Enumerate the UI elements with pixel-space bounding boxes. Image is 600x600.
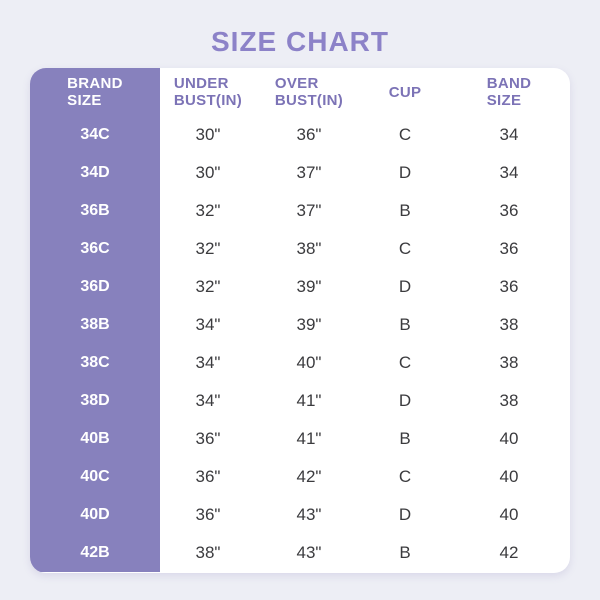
band-size-cell: 38: [499, 353, 519, 372]
cup-cell: C: [398, 125, 412, 144]
brand-size-cell: 34C: [30, 116, 160, 154]
band-size-cell: 38: [499, 391, 519, 410]
brand-size-cell: 38C: [30, 344, 160, 382]
header-over-bust-label: OVER BUST(IN): [274, 75, 344, 109]
header-under-bust-label: UNDER BUST(IN): [173, 75, 243, 109]
page-title: SIZE CHART: [211, 26, 389, 57]
under-bust-cell: 36": [195, 429, 221, 448]
over-bust-cell: 39": [296, 315, 322, 334]
band-size-cell: 38: [499, 315, 519, 334]
band-size-cell: 42: [499, 543, 519, 562]
header-brand-size-label: BRAND SIZE: [67, 75, 123, 109]
over-bust-cell: 41": [296, 429, 322, 448]
under-bust-cell: 32": [195, 277, 221, 296]
cup-cell: D: [398, 391, 412, 410]
band-size-cell: 34: [499, 125, 519, 144]
under-bust-cell: 36": [195, 467, 221, 486]
under-bust-cell: 36": [195, 505, 221, 524]
cup-cell: B: [399, 201, 411, 220]
brand-size-cell: 36C: [30, 230, 160, 268]
cup-cell: C: [398, 353, 412, 372]
under-bust-cell: 32": [195, 239, 221, 258]
over-bust-cell: 37": [296, 201, 322, 220]
brand-size-cell: 40B: [30, 420, 160, 458]
brand-size-cell: 34D: [30, 154, 160, 192]
header-under-bust: UNDER BUST(IN): [160, 68, 256, 116]
brand-size-cell: 36D: [30, 268, 160, 306]
cup-cell: C: [398, 239, 412, 258]
under-bust-cell: 34": [195, 353, 221, 372]
over-bust-cell: 40": [296, 353, 322, 372]
cup-cell: B: [399, 315, 411, 334]
band-size-cell: 36: [499, 277, 519, 296]
cup-cell: D: [398, 505, 412, 524]
brand-size-cell: 42B: [30, 534, 160, 572]
cup-cell: B: [399, 429, 411, 448]
cup-cell: C: [398, 467, 412, 486]
header-cup-label: CUP: [388, 83, 422, 101]
brand-size-cell: 36B: [30, 192, 160, 230]
header-brand-size: BRAND SIZE: [30, 68, 160, 116]
band-size-cell: 40: [499, 467, 519, 486]
header-cup: CUP: [362, 68, 448, 116]
over-bust-cell: 43": [296, 505, 322, 524]
header-band-size-label: BAND SIZE: [486, 75, 532, 109]
band-size-cell: 40: [499, 429, 519, 448]
cup-cell: D: [398, 163, 412, 182]
band-size-cell: 36: [499, 239, 519, 258]
over-bust-cell: 39": [296, 277, 322, 296]
brand-size-cell: 38B: [30, 306, 160, 344]
size-chart-table: BRAND SIZE UNDER BUST(IN) OVER BUST(IN) …: [30, 68, 570, 573]
under-bust-cell: 34": [195, 315, 221, 334]
brand-size-cell: 38D: [30, 382, 160, 420]
under-bust-cell: 34": [195, 391, 221, 410]
over-bust-cell: 43": [296, 543, 322, 562]
brand-size-cell: 40D: [30, 496, 160, 534]
cup-cell: D: [398, 277, 412, 296]
over-bust-cell: 36": [296, 125, 322, 144]
header-band-size: BAND SIZE: [448, 68, 570, 116]
over-bust-cell: 37": [296, 163, 322, 182]
over-bust-cell: 42": [296, 467, 322, 486]
header-over-bust: OVER BUST(IN): [256, 68, 362, 116]
band-size-cell: 36: [499, 201, 519, 220]
band-size-cell: 34: [499, 163, 519, 182]
under-bust-cell: 30": [195, 125, 221, 144]
over-bust-cell: 38": [296, 239, 322, 258]
under-bust-cell: 32": [195, 201, 221, 220]
under-bust-cell: 38": [195, 543, 221, 562]
under-bust-cell: 30": [195, 163, 221, 182]
over-bust-cell: 41": [296, 391, 322, 410]
cup-cell: B: [399, 543, 411, 562]
brand-size-cell: 40C: [30, 458, 160, 496]
band-size-cell: 40: [499, 505, 519, 524]
